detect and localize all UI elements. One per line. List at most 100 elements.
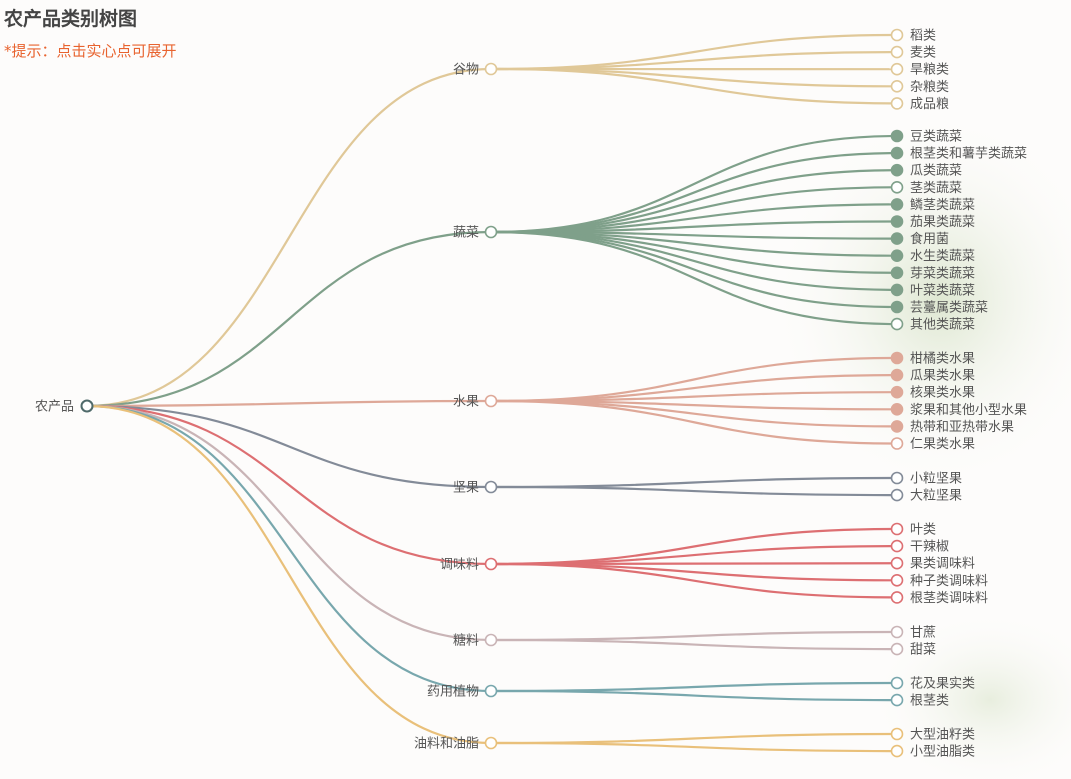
leaf-node-4-2[interactable] xyxy=(890,556,904,570)
leaf-link-6-1 xyxy=(490,689,898,702)
leaf-node-0-3[interactable] xyxy=(890,80,904,93)
leaf-link-3-0 xyxy=(490,476,898,489)
leaf-node-1-5[interactable] xyxy=(890,215,904,228)
category-label-1: 蔬菜 xyxy=(453,226,479,241)
leaf-node-4-1[interactable] xyxy=(890,539,904,553)
leaf-node-0-4[interactable] xyxy=(890,97,904,110)
leaf-node-0-0[interactable] xyxy=(890,28,904,42)
leaf-label-4-4: 根茎类调味料 xyxy=(910,591,988,606)
category-node-0[interactable] xyxy=(484,62,498,76)
leaf-label-2-5: 仁果类水果 xyxy=(910,437,975,452)
leaf-node-4-3[interactable] xyxy=(890,573,904,587)
leaf-node-7-1[interactable] xyxy=(890,744,904,758)
category-label-4: 调味料 xyxy=(440,558,479,573)
leaf-node-2-3[interactable] xyxy=(890,402,904,416)
leaf-label-7-0: 大型油籽类 xyxy=(910,728,975,743)
leaf-node-0-2[interactable] xyxy=(890,62,904,76)
leaf-label-4-0: 叶类 xyxy=(910,523,936,538)
leaf-label-1-10: 芸薹属类蔬菜 xyxy=(910,300,988,316)
leaf-node-1-8[interactable] xyxy=(890,266,904,280)
root-link-0 xyxy=(86,67,492,408)
leaf-node-7-0[interactable] xyxy=(890,727,904,741)
leaf-link-1-9 xyxy=(490,230,898,291)
leaf-label-1-0: 豆类蔬菜 xyxy=(910,130,962,145)
leaf-label-6-1: 根茎类 xyxy=(910,694,949,709)
leaf-node-2-5[interactable] xyxy=(890,437,904,450)
leaf-label-1-9: 叶菜类蔬菜 xyxy=(910,283,975,298)
leaf-node-3-0[interactable] xyxy=(890,471,904,485)
root-node[interactable] xyxy=(80,399,94,413)
page-title: 农产品类别树图 xyxy=(4,8,138,30)
leaf-node-6-1[interactable] xyxy=(890,693,904,707)
leaf-link-4-1 xyxy=(490,545,898,566)
leaf-node-1-10[interactable] xyxy=(890,300,904,314)
leaf-node-1-0[interactable] xyxy=(890,129,904,143)
leaf-node-0-1[interactable] xyxy=(890,45,904,59)
leaf-link-2-0 xyxy=(490,356,898,403)
leaf-node-2-1[interactable] xyxy=(890,368,904,382)
leaf-label-1-5: 茄果类蔬菜 xyxy=(910,215,975,230)
leaf-node-6-0[interactable] xyxy=(890,676,904,690)
leaf-label-0-2: 旱粮类 xyxy=(910,63,949,78)
leaf-label-1-6: 食用菌 xyxy=(910,231,949,247)
leaf-link-4-4 xyxy=(490,562,898,599)
leaf-node-2-4[interactable] xyxy=(890,420,904,433)
leaf-label-2-1: 瓜果类水果 xyxy=(910,369,975,384)
leaf-node-1-4[interactable] xyxy=(890,198,904,211)
leaf-label-1-11: 其他类蔬菜 xyxy=(910,318,975,333)
leaf-label-4-3: 种子类调味料 xyxy=(910,574,988,589)
leaf-label-3-1: 大粒坚果 xyxy=(910,489,962,504)
category-label-6: 药用植物 xyxy=(427,685,479,700)
leaf-link-5-1 xyxy=(490,638,898,651)
leaf-link-1-3 xyxy=(490,186,898,234)
leaf-label-2-4: 热带和亚热带水果 xyxy=(910,420,1014,435)
root-link-1 xyxy=(86,230,492,408)
leaf-node-1-7[interactable] xyxy=(890,249,904,262)
root-link-6 xyxy=(86,404,492,693)
category-node-5[interactable] xyxy=(484,633,498,647)
category-node-1[interactable] xyxy=(484,225,498,239)
category-node-2[interactable] xyxy=(484,394,498,408)
category-node-3[interactable] xyxy=(484,480,498,494)
leaf-label-2-0: 柑橘类水果 xyxy=(910,351,975,367)
leaf-label-6-0: 花及果实类 xyxy=(910,676,975,692)
leaf-label-2-3: 浆果和其他小型水果 xyxy=(910,403,1027,418)
leaf-label-0-3: 杂粮类 xyxy=(910,80,949,95)
leaf-node-1-9[interactable] xyxy=(890,283,904,297)
category-node-4[interactable] xyxy=(484,557,498,571)
category-node-7[interactable] xyxy=(484,736,498,750)
category-label-7: 油料和油脂 xyxy=(414,737,479,752)
root-link-5 xyxy=(86,404,492,642)
leaf-node-4-0[interactable] xyxy=(890,522,904,536)
leaf-node-5-1[interactable] xyxy=(890,642,904,656)
leaf-node-1-3[interactable] xyxy=(890,181,904,194)
leaf-node-1-6[interactable] xyxy=(890,232,904,245)
leaf-node-1-2[interactable] xyxy=(890,163,904,177)
leaf-link-2-5 xyxy=(490,399,898,445)
leaf-node-1-1[interactable] xyxy=(890,146,904,160)
category-label-2: 水果 xyxy=(453,395,479,410)
leaf-label-0-4: 成品粮 xyxy=(910,97,949,112)
leaf-node-4-4[interactable] xyxy=(890,591,904,604)
root-link-7 xyxy=(86,404,492,745)
leaf-label-1-3: 茎类蔬菜 xyxy=(910,181,962,196)
leaf-label-0-0: 稻类 xyxy=(910,29,936,44)
leaf-node-3-1[interactable] xyxy=(890,488,904,502)
leaf-node-1-11[interactable] xyxy=(890,317,904,331)
root-link-4 xyxy=(86,404,492,566)
hint-text: *提示：点击实心点可展开 xyxy=(4,42,177,60)
leaf-node-2-0[interactable] xyxy=(890,351,904,365)
leaf-link-7-1 xyxy=(490,741,898,753)
leaf-link-0-4 xyxy=(490,67,898,105)
leaf-node-5-0[interactable] xyxy=(890,625,904,639)
category-node-6[interactable] xyxy=(484,684,498,698)
leaf-node-2-2[interactable] xyxy=(890,385,904,399)
root-link-2 xyxy=(86,399,492,408)
leaf-link-4-3 xyxy=(490,562,898,582)
leaf-link-0-3 xyxy=(490,67,898,88)
root-label: 农产品 xyxy=(35,400,74,415)
leaf-label-7-1: 小型油脂类 xyxy=(910,745,975,760)
leaf-label-5-1: 甜菜 xyxy=(910,642,936,658)
leaf-label-1-1: 根茎类和薯芋类蔬菜 xyxy=(910,147,1027,162)
